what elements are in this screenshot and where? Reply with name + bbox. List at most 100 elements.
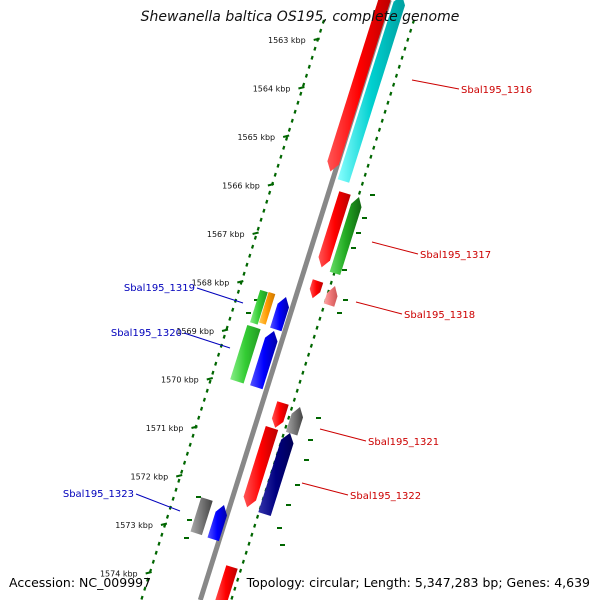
guide-dot xyxy=(397,64,401,69)
guide-dot xyxy=(329,280,333,285)
scale-dot xyxy=(151,559,155,564)
scale-dot xyxy=(276,163,280,168)
scale-dot xyxy=(299,91,303,96)
map-title: Shewanella baltica OS195, complete genom… xyxy=(140,9,460,25)
guide-dot xyxy=(250,532,254,537)
scale-dot xyxy=(253,235,258,240)
scale-dot xyxy=(211,370,215,375)
gene-sbal195-1319-orange xyxy=(259,292,276,325)
gene-sbal195-1322-navy xyxy=(258,433,294,516)
scale-dot xyxy=(143,586,147,591)
leader-line xyxy=(301,482,349,496)
tick-label: 1567 kbp xyxy=(207,230,245,239)
gene-sbal195-1318 xyxy=(309,279,324,299)
guide-dot xyxy=(309,343,313,348)
guide-dot xyxy=(409,28,413,33)
scale-dot xyxy=(222,334,226,339)
guide-dot xyxy=(284,424,288,429)
guide-dot xyxy=(312,334,316,339)
tick-labels: 1563 kbp 1564 kbp 1565 kbp 1566 kbp 1567 kbp… xyxy=(100,36,306,579)
scale-dot xyxy=(256,226,260,231)
guide-dot xyxy=(298,379,302,384)
scale-dot xyxy=(180,469,184,474)
scale-dot xyxy=(194,424,198,429)
guide-dot xyxy=(377,127,382,132)
scale-dot xyxy=(265,199,269,204)
scale-dot xyxy=(171,496,175,501)
scale-dot xyxy=(188,442,192,447)
scale-dot xyxy=(242,271,246,276)
guide-dot xyxy=(244,550,248,555)
gene-sbal195-1316 xyxy=(327,0,391,172)
leader-line xyxy=(135,493,181,512)
gene-labels: Sbal195_1316 Sbal195_1317 Sbal195_1318 Sbal… xyxy=(63,85,532,502)
leader-line xyxy=(411,79,460,90)
scale-dot xyxy=(319,28,323,33)
tick-label: 1563 kbp xyxy=(268,36,306,45)
guide-dot xyxy=(380,118,384,123)
guide-dot xyxy=(357,190,362,195)
tick-mark xyxy=(221,328,229,332)
gene-sbal195-1320 xyxy=(230,325,261,384)
genome-summary-text: Topology: circular; Length: 5,347,283 bp… xyxy=(246,575,590,590)
guide-dot xyxy=(400,55,404,60)
guide-dot xyxy=(372,145,376,150)
scale-dot xyxy=(313,46,317,51)
guide-dot xyxy=(366,163,370,168)
scale-dot xyxy=(228,316,232,321)
scale-dot xyxy=(310,55,314,60)
scale-dot xyxy=(245,262,249,267)
guide-dot xyxy=(403,46,407,51)
scale-dot xyxy=(182,460,187,465)
guide-dot xyxy=(389,91,393,96)
scale-dot xyxy=(321,19,326,24)
tick-mark xyxy=(282,134,290,138)
guide-dot xyxy=(255,514,260,519)
guide-dot xyxy=(374,136,379,141)
guide-dot xyxy=(295,388,299,393)
guide-dot xyxy=(386,100,390,105)
scale-dot xyxy=(197,415,201,420)
scale-dot xyxy=(205,388,209,393)
scale-dot xyxy=(250,244,255,249)
gene-label-sbal195_1323: Sbal195_1323 xyxy=(63,489,134,500)
tick-label: 1570 kbp xyxy=(161,376,199,385)
guide-dot xyxy=(306,352,311,357)
scale-dot xyxy=(185,451,189,456)
scale-dot xyxy=(202,397,206,402)
scale-dot xyxy=(214,361,218,366)
gene-sbal195-1319 xyxy=(250,289,268,325)
gene-sbal195-1317 xyxy=(318,191,351,268)
tick-label: 1572 kbp xyxy=(130,473,168,482)
guide-dot xyxy=(369,154,373,159)
guide-dot xyxy=(315,325,319,330)
scale-dot xyxy=(140,595,144,600)
scale-dot xyxy=(262,208,266,213)
scale-dot xyxy=(270,181,275,186)
gene-sbal195-1316-cyan xyxy=(337,0,405,183)
scale-dot xyxy=(165,514,170,519)
guide-dot xyxy=(247,541,251,546)
scale-dot xyxy=(174,487,178,492)
guide-dot xyxy=(411,19,416,24)
guide-dot xyxy=(238,568,243,573)
gene-label-sbal195_1317: Sbal195_1317 xyxy=(420,250,491,261)
scale-dot xyxy=(177,478,181,483)
leader-line xyxy=(355,301,403,315)
scale-dot xyxy=(273,172,277,177)
tick-label: 1565 kbp xyxy=(237,133,275,142)
guide-dot xyxy=(233,586,237,591)
gene-red-bottom xyxy=(214,565,238,605)
gene-label-sbal195_1322: Sbal195_1322 xyxy=(350,491,421,502)
scale-dot xyxy=(160,532,164,537)
tick-mark xyxy=(175,474,183,478)
scale-dot xyxy=(154,550,158,555)
guide-dot xyxy=(236,577,240,582)
guide-dot xyxy=(301,370,305,375)
scale-dot xyxy=(236,289,240,294)
gene-label-sbal195_1318: Sbal195_1318 xyxy=(404,310,475,321)
guide-dot xyxy=(360,181,365,186)
scale-dot xyxy=(304,73,309,78)
scale-dot xyxy=(225,325,229,330)
